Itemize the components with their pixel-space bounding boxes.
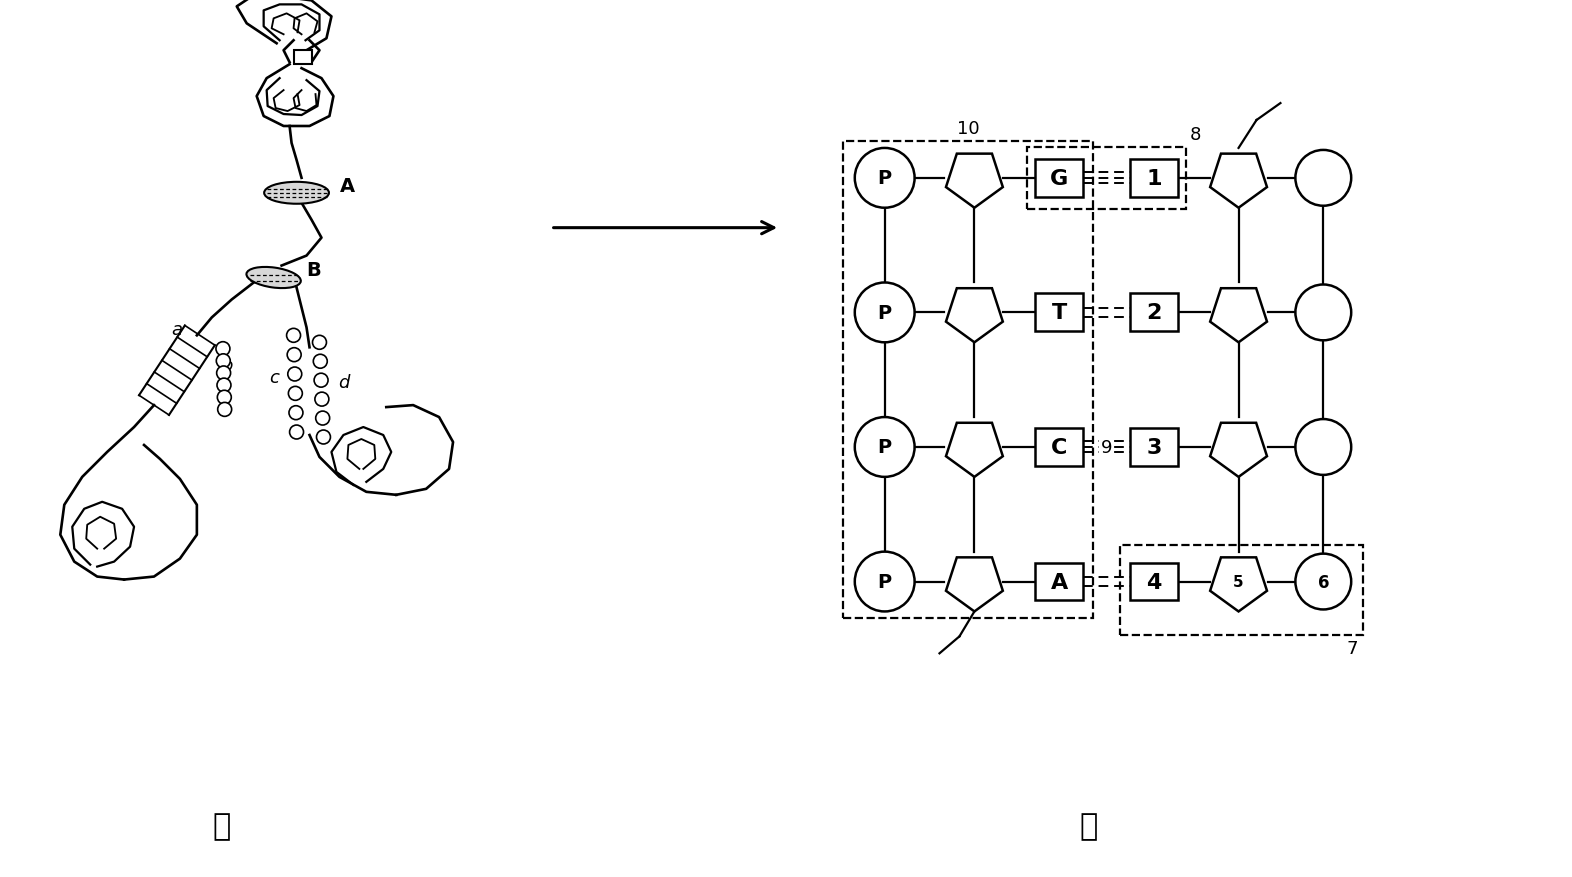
Circle shape <box>217 379 231 393</box>
Text: G: G <box>1050 168 1069 189</box>
Circle shape <box>1295 151 1352 206</box>
Bar <box>1130 160 1177 197</box>
Bar <box>1119 545 1363 636</box>
Bar <box>1130 294 1177 332</box>
Circle shape <box>215 342 230 356</box>
Text: 5: 5 <box>1234 574 1243 589</box>
Bar <box>1130 429 1177 467</box>
Polygon shape <box>1210 154 1267 209</box>
Bar <box>1036 429 1083 467</box>
Circle shape <box>289 425 303 439</box>
Text: T: T <box>1052 303 1067 323</box>
Circle shape <box>288 348 302 362</box>
Circle shape <box>217 367 231 381</box>
Circle shape <box>1295 285 1352 341</box>
Text: 3: 3 <box>1146 438 1162 458</box>
Text: 9: 9 <box>1100 438 1113 456</box>
Circle shape <box>314 374 329 388</box>
Text: 7: 7 <box>1347 639 1358 658</box>
Text: P: P <box>877 169 891 188</box>
Text: A: A <box>1050 572 1067 592</box>
Polygon shape <box>946 154 1003 209</box>
Text: P: P <box>877 438 891 457</box>
Circle shape <box>217 403 231 417</box>
Text: P: P <box>877 303 891 323</box>
Ellipse shape <box>247 267 300 289</box>
Text: 1: 1 <box>1146 168 1162 189</box>
Text: d: d <box>338 374 349 392</box>
Text: a: a <box>171 321 182 339</box>
Circle shape <box>313 355 327 369</box>
Ellipse shape <box>264 182 329 204</box>
Text: 乙: 乙 <box>1080 811 1099 840</box>
Text: 2: 2 <box>1146 303 1162 323</box>
Circle shape <box>316 431 330 445</box>
Circle shape <box>855 417 915 477</box>
Polygon shape <box>1210 558 1267 612</box>
Text: c: c <box>269 368 278 387</box>
Text: 10: 10 <box>957 120 979 138</box>
Circle shape <box>217 354 230 368</box>
Bar <box>1036 160 1083 197</box>
Circle shape <box>316 411 330 425</box>
Bar <box>1130 563 1177 601</box>
Circle shape <box>855 149 915 209</box>
Text: 甲: 甲 <box>212 811 231 840</box>
Text: B: B <box>307 260 321 280</box>
Circle shape <box>313 336 327 350</box>
Circle shape <box>288 367 302 381</box>
Polygon shape <box>1210 289 1267 343</box>
Circle shape <box>855 283 915 343</box>
Circle shape <box>289 406 303 420</box>
Polygon shape <box>946 424 1003 477</box>
Circle shape <box>1295 419 1352 475</box>
Circle shape <box>288 387 302 401</box>
Text: 4: 4 <box>1146 572 1162 592</box>
Text: 8: 8 <box>1190 125 1201 144</box>
Polygon shape <box>946 289 1003 343</box>
Polygon shape <box>946 558 1003 612</box>
Text: A: A <box>340 177 355 196</box>
Polygon shape <box>1210 424 1267 477</box>
Text: b: b <box>222 357 233 374</box>
Circle shape <box>314 393 329 407</box>
Text: 6: 6 <box>1317 573 1328 591</box>
Bar <box>843 142 1093 618</box>
Circle shape <box>1295 554 1352 610</box>
Bar <box>1036 563 1083 601</box>
Circle shape <box>286 329 300 343</box>
Text: C: C <box>1052 438 1067 458</box>
Text: P: P <box>877 573 891 591</box>
Bar <box>1027 147 1185 210</box>
Circle shape <box>217 391 231 405</box>
Circle shape <box>855 552 915 612</box>
Bar <box>1036 294 1083 332</box>
Bar <box>294 51 311 65</box>
